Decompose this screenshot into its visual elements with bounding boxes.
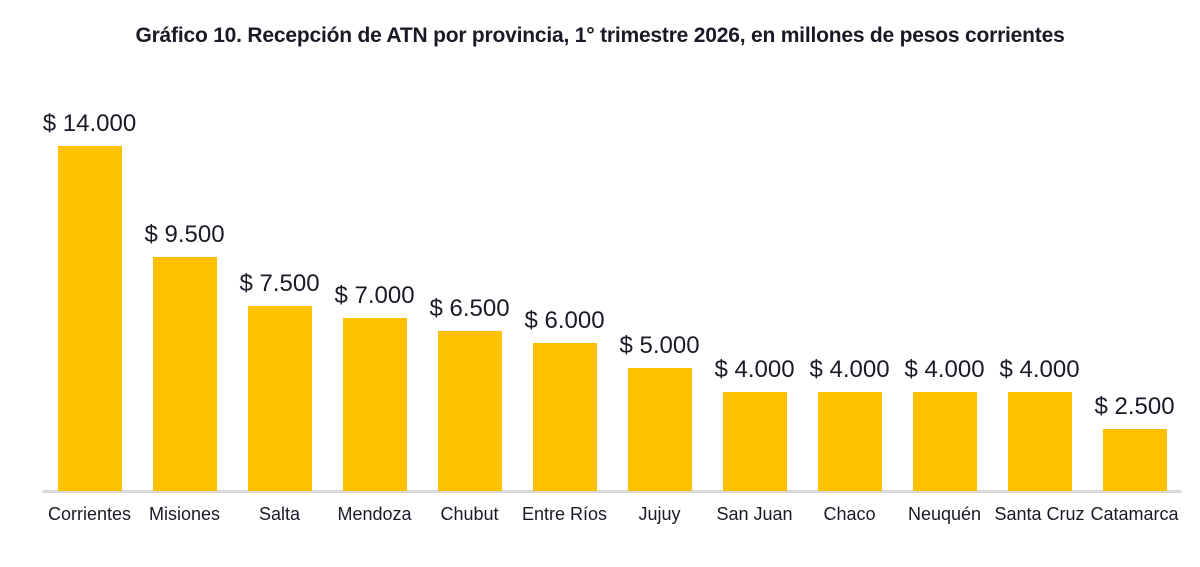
bar-value-label: $ 6.500 [429, 295, 510, 322]
bar-group: $ 4.000 Neuquén [897, 0, 992, 524]
bar [1007, 392, 1072, 491]
bar-category-label: San Juan [716, 504, 793, 524]
bar-value-label: $ 6.000 [524, 307, 605, 334]
bar-category-label: Jujuy [638, 504, 681, 524]
bar-value-label: $ 4.000 [809, 356, 890, 383]
bar-category-label: Corrientes [47, 504, 132, 524]
bar [152, 257, 217, 491]
bar-category-label: Mendoza [337, 504, 412, 524]
bar-value-label: $ 4.000 [999, 356, 1080, 383]
bar-group: $ 7.500 Salta [232, 0, 327, 524]
bar-chart-plot: $ 14.000 Corrientes $ 9.500 Misiones $ 7.500… [42, 0, 1182, 524]
bar-group: $ 4.000 Chaco [802, 0, 897, 524]
bar-group: $ 7.000 Mendoza [327, 0, 422, 524]
bar [247, 306, 312, 491]
bar-category-label: Chaco [823, 504, 876, 524]
bar-group: $ 2.500 Catamarca [1087, 0, 1182, 524]
bar-value-label: $ 14.000 [42, 110, 137, 137]
bar-group: $ 4.000 Santa Cruz [992, 0, 1087, 524]
chart-title: Gráfico 10. Recepción de ATN por provinc… [135, 24, 1065, 47]
bar [532, 343, 597, 491]
bar-group: $ 6.000 Entre Ríos [517, 0, 612, 524]
bar-category-label: Catamarca [1090, 504, 1179, 524]
bar-value-label: $ 4.000 [904, 356, 985, 383]
bar-value-label: $ 5.000 [619, 332, 700, 359]
bar [912, 392, 977, 491]
bar [437, 331, 502, 491]
bar [627, 368, 692, 491]
bar-value-label: $ 7.500 [239, 270, 320, 297]
bar-group: $ 5.000 Jujuy [612, 0, 707, 524]
bar-value-label: $ 7.000 [334, 282, 415, 309]
bar-group: $ 4.000 San Juan [707, 0, 802, 524]
bar-category-label: Salta [258, 504, 301, 524]
bar-value-label: $ 9.500 [144, 221, 225, 248]
bar-value-label: $ 4.000 [714, 356, 795, 383]
bar-category-label: Chubut [440, 504, 499, 524]
bar [1102, 429, 1167, 491]
bar-category-label: Misiones [148, 504, 221, 524]
bar [817, 392, 882, 491]
bar-group: $ 6.500 Chubut [422, 0, 517, 524]
bar [342, 318, 407, 491]
bar-category-label: Neuquén [907, 504, 982, 524]
bar-category-label: Entre Ríos [521, 504, 608, 524]
bar-group: $ 14.000 Corrientes [42, 0, 137, 524]
bar [57, 146, 122, 491]
bar-group: $ 9.500 Misiones [137, 0, 232, 524]
bar-value-label: $ 2.500 [1094, 393, 1175, 420]
x-axis-line [42, 490, 1182, 493]
bar-category-label: Santa Cruz [994, 504, 1085, 524]
bar [722, 392, 787, 491]
